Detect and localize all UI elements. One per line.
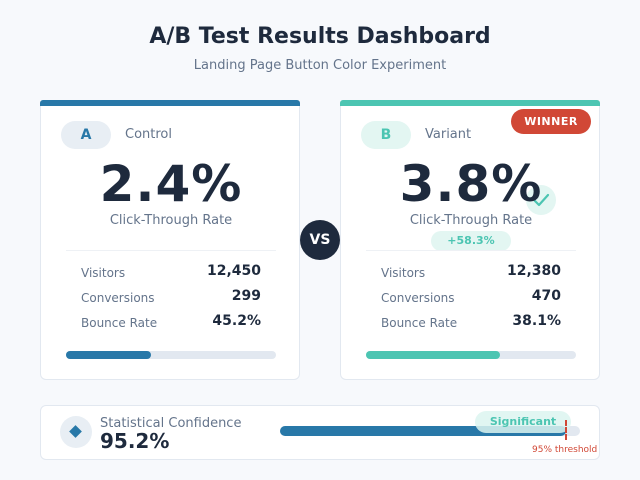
ctr-value: 2.4% <box>99 155 243 213</box>
significant-badge: Significant <box>475 411 571 433</box>
variant-letter-badge: A <box>61 121 111 149</box>
winner-badge: WINNER <box>511 109 591 134</box>
stat-label: Visitors <box>381 266 426 280</box>
variant-letter-badge: B <box>361 121 411 149</box>
lift-badge: +58.3% <box>431 231 511 251</box>
stat-row-visitors: Visitors 12,380 <box>381 263 561 283</box>
divider <box>366 250 576 251</box>
ctr-label: Click-Through Rate <box>409 213 533 228</box>
page-title: A/B Test Results Dashboard <box>149 24 491 49</box>
stat-value: 470 <box>531 288 561 304</box>
progress-bar <box>366 351 576 359</box>
card-accent-bar <box>340 100 600 106</box>
stat-row-conversions: Conversions 470 <box>381 288 561 308</box>
variant-name: Variant <box>425 127 472 142</box>
variant-name: Control <box>125 127 172 142</box>
diamond-icon <box>60 416 92 448</box>
threshold-label: 95% threshold <box>532 445 598 455</box>
stat-value: 12,380 <box>506 263 561 279</box>
confidence-fill <box>280 426 566 436</box>
stat-label: Conversions <box>81 291 155 305</box>
progress-fill <box>66 351 152 359</box>
stat-label: Conversions <box>381 291 455 305</box>
stat-value: 45.2% <box>212 313 261 329</box>
progress-fill <box>366 351 501 359</box>
ctr-value: 3.8% <box>399 155 543 213</box>
variant-card-variant: WINNER B Variant 3.8% Click-Through Rate… <box>340 100 600 380</box>
stat-row-visitors: Visitors 12,450 <box>81 263 261 283</box>
divider <box>66 250 276 251</box>
threshold-marker <box>565 420 567 440</box>
confidence-bar <box>280 426 580 436</box>
stat-label: Bounce Rate <box>81 316 158 330</box>
page-subtitle: Landing Page Button Color Experiment <box>193 58 447 73</box>
card-accent-bar <box>40 100 300 106</box>
ctr-label: Click-Through Rate <box>109 213 233 228</box>
stat-value: 299 <box>231 288 261 304</box>
variant-card-control: A Control 2.4% Click-Through Rate Visito… <box>40 100 300 380</box>
check-icon <box>526 185 556 215</box>
stat-label: Bounce Rate <box>381 316 458 330</box>
stat-value: 38.1% <box>512 313 561 329</box>
stat-row-conversions: Conversions 299 <box>81 288 261 308</box>
stat-row-bounce-rate: Bounce Rate 45.2% <box>81 313 261 333</box>
confidence-value: 95.2% <box>100 429 170 453</box>
vs-badge: VS <box>300 220 340 260</box>
progress-bar <box>66 351 276 359</box>
stat-label: Visitors <box>81 266 126 280</box>
stat-value: 12,450 <box>206 263 261 279</box>
confidence-panel: Statistical Confidence 95.2% Significant… <box>40 405 600 460</box>
confidence-label: Statistical Confidence <box>100 416 242 431</box>
stat-row-bounce-rate: Bounce Rate 38.1% <box>381 313 561 333</box>
